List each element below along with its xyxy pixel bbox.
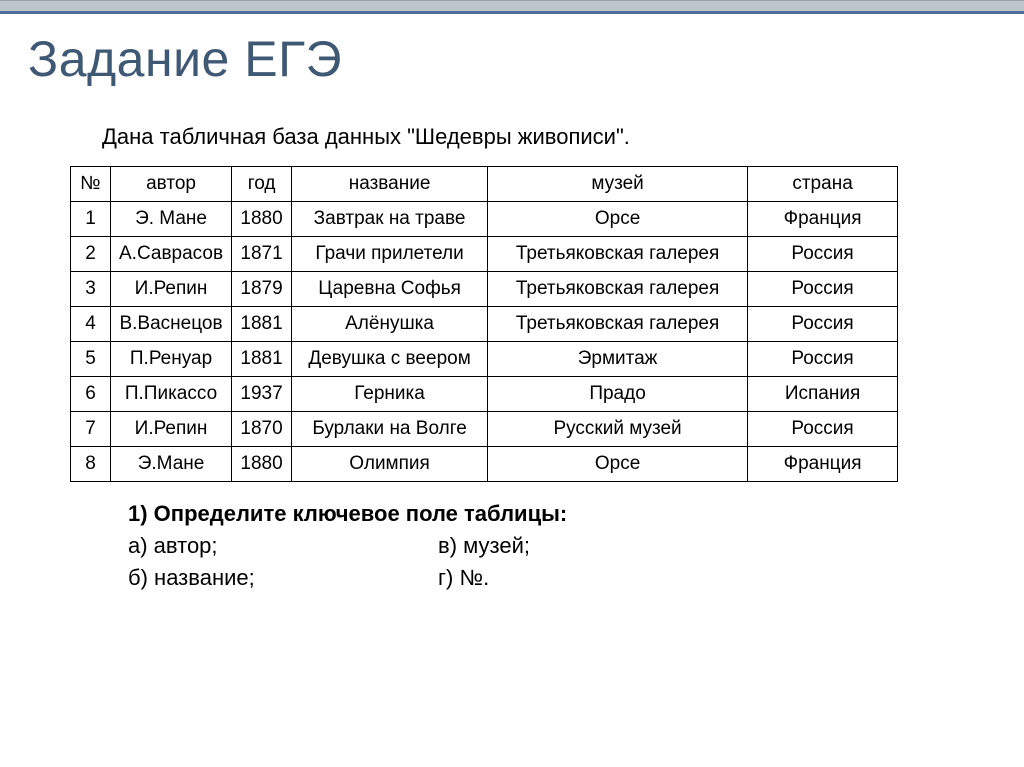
table-cell: Бурлаки на Волге	[292, 412, 488, 447]
table-cell: 1880	[232, 202, 292, 237]
page-title: Задание ЕГЭ	[28, 30, 996, 88]
option-b: б) название;	[128, 562, 438, 594]
table-cell: Завтрак на траве	[292, 202, 488, 237]
table-cell: 8	[71, 447, 111, 482]
table-cell: Франция	[748, 202, 898, 237]
table-cell: Орсе	[488, 447, 748, 482]
table-cell: Россия	[748, 412, 898, 447]
table-cell: Олимпия	[292, 447, 488, 482]
table-cell: П.Пикассо	[111, 377, 232, 412]
table-header-row: №авторгодназваниемузейстрана	[71, 167, 898, 202]
table-cell: Россия	[748, 237, 898, 272]
col-header: год	[232, 167, 292, 202]
table-cell: Девушка с веером	[292, 342, 488, 377]
table-row: 5П.Ренуар1881Девушка с вееромЭрмитажРосс…	[71, 342, 898, 377]
table-cell: 1937	[232, 377, 292, 412]
table-body: 1Э. Мане1880Завтрак на травеОрсеФранция2…	[71, 202, 898, 482]
table-cell: 1	[71, 202, 111, 237]
table-row: 4В.Васнецов1881АлёнушкаТретьяковская гал…	[71, 307, 898, 342]
table-cell: 2	[71, 237, 111, 272]
table-row: 1Э. Мане1880Завтрак на травеОрсеФранция	[71, 202, 898, 237]
col-header: автор	[111, 167, 232, 202]
table-cell: 5	[71, 342, 111, 377]
table-cell: Алёнушка	[292, 307, 488, 342]
table-cell: Франция	[748, 447, 898, 482]
table-cell: В.Васнецов	[111, 307, 232, 342]
table-cell: Третьяковская галерея	[488, 272, 748, 307]
table-cell: 1881	[232, 307, 292, 342]
table-head: №авторгодназваниемузейстрана	[71, 167, 898, 202]
table-cell: Третьяковская галерея	[488, 237, 748, 272]
table-cell: 4	[71, 307, 111, 342]
table-cell: П.Ренуар	[111, 342, 232, 377]
table-cell: Э. Мане	[111, 202, 232, 237]
table-cell: 1880	[232, 447, 292, 482]
table-cell: Грачи прилетели	[292, 237, 488, 272]
table-cell: Герника	[292, 377, 488, 412]
table-row: 8Э.Мане1880ОлимпияОрсеФранция	[71, 447, 898, 482]
table-cell: Э.Мане	[111, 447, 232, 482]
table-row: 6П.Пикассо1937ГерникаПрадоИспания	[71, 377, 898, 412]
col-header: название	[292, 167, 488, 202]
table-cell: И.Репин	[111, 412, 232, 447]
paintings-table: №авторгодназваниемузейстрана 1Э. Мане188…	[70, 166, 898, 482]
col-header: №	[71, 167, 111, 202]
option-v: в) музей;	[438, 530, 530, 562]
question-prompt: 1) Определите ключевое поле таблицы:	[128, 498, 996, 530]
table-cell: 1870	[232, 412, 292, 447]
table-cell: 7	[71, 412, 111, 447]
table-cell: Россия	[748, 272, 898, 307]
table-cell: 1879	[232, 272, 292, 307]
table-cell: Третьяковская галерея	[488, 307, 748, 342]
question-block: 1) Определите ключевое поле таблицы: а) …	[128, 498, 996, 594]
option-a: а) автор;	[128, 530, 438, 562]
table-cell: Русский музей	[488, 412, 748, 447]
table-cell: Прадо	[488, 377, 748, 412]
table-cell: Испания	[748, 377, 898, 412]
col-header: музей	[488, 167, 748, 202]
intro-text: Дана табличная база данных "Шедевры живо…	[102, 124, 996, 150]
top-accent-bar	[0, 0, 1024, 14]
table-row: 3И.Репин1879Царевна СофьяТретьяковская г…	[71, 272, 898, 307]
table-cell: 3	[71, 272, 111, 307]
table-cell: Орсе	[488, 202, 748, 237]
col-header: страна	[748, 167, 898, 202]
slide-content: Задание ЕГЭ Дана табличная база данных "…	[0, 14, 1024, 594]
table-cell: 1881	[232, 342, 292, 377]
table-cell: Россия	[748, 307, 898, 342]
table-cell: И.Репин	[111, 272, 232, 307]
table-cell: Эрмитаж	[488, 342, 748, 377]
table-row: 7И.Репин1870Бурлаки на ВолгеРусский музе…	[71, 412, 898, 447]
table-cell: 6	[71, 377, 111, 412]
table-cell: Царевна Софья	[292, 272, 488, 307]
table-row: 2А.Саврасов1871Грачи прилетелиТретьяковс…	[71, 237, 898, 272]
table-cell: 1871	[232, 237, 292, 272]
table-cell: А.Саврасов	[111, 237, 232, 272]
table-cell: Россия	[748, 342, 898, 377]
option-g: г) №.	[438, 562, 489, 594]
